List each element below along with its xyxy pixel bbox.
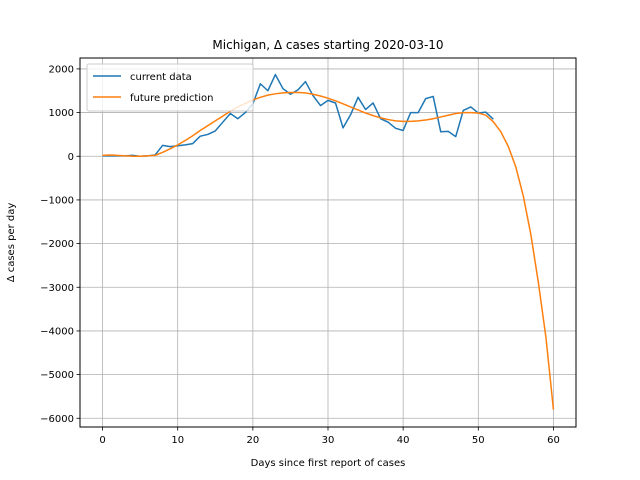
x-tick-label: 10 xyxy=(171,435,184,446)
legend: current data future prediction xyxy=(86,63,254,112)
y-tick-label: 1000 xyxy=(49,108,74,119)
y-tick-label: −2000 xyxy=(40,239,74,250)
y-tick-label: −6000 xyxy=(40,414,74,425)
series-line-current-data xyxy=(102,73,494,157)
x-tick-label: 40 xyxy=(397,435,410,446)
x-tick-label: 0 xyxy=(99,435,105,446)
y-axis-label: Δ cases per day xyxy=(6,203,17,283)
legend-label-future-prediction: future prediction xyxy=(130,93,214,104)
legend-box xyxy=(86,63,254,112)
legend-label-current-data: current data xyxy=(130,72,192,83)
x-tick-label: 30 xyxy=(322,435,335,446)
x-tick-label: 50 xyxy=(472,435,485,446)
x-tick-label: 60 xyxy=(547,435,560,446)
y-tick-label: −5000 xyxy=(40,370,74,381)
chart-title: Michigan, Δ cases starting 2020-03-10 xyxy=(212,38,443,52)
y-tick-label: 2000 xyxy=(49,64,74,75)
ticks: 0 10 20 30 40 50 60 2000 1000 0 −1000 −2000 −3000 −40… xyxy=(40,64,560,446)
x-axis-label: Days since first report of cases xyxy=(251,458,406,469)
series-layer xyxy=(102,73,555,410)
y-tick-label: −3000 xyxy=(40,283,74,294)
series-line-future-prediction xyxy=(102,91,555,410)
y-tick-label: −1000 xyxy=(40,195,74,206)
y-tick-label: 0 xyxy=(68,152,74,163)
y-tick-label: −4000 xyxy=(40,326,74,337)
x-tick-label: 20 xyxy=(246,435,259,446)
